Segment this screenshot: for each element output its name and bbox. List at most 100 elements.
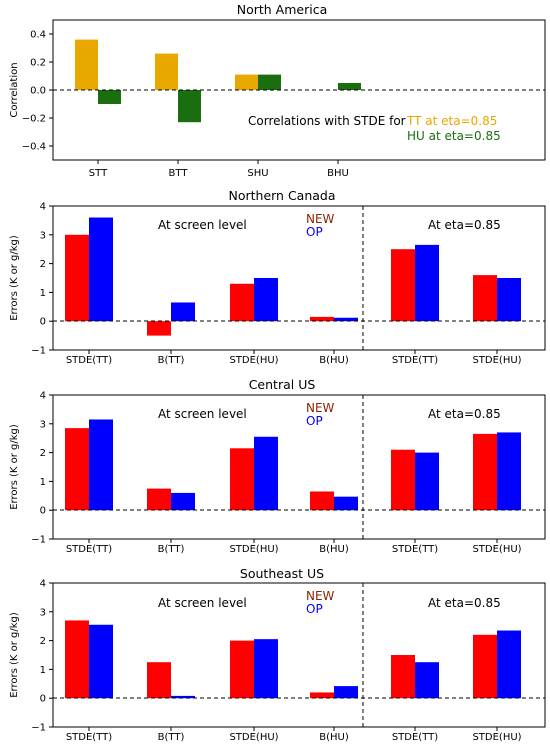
y-ticks: 4 3 2 1 0 −1 bbox=[31, 391, 53, 546]
bar-series-1 bbox=[65, 234, 89, 322]
x-tick-label: STDE(TT) bbox=[392, 355, 438, 366]
x-tick-label: STT bbox=[89, 168, 108, 179]
panel-southeast-us: Southeast US Errors (K or g/kg) 43210−1 … bbox=[9, 566, 546, 743]
bar-series-2 bbox=[89, 624, 113, 699]
y-axis-label: Errors (K or g/kg) bbox=[9, 612, 20, 698]
legend-op: OP bbox=[306, 225, 323, 239]
y-tick-label: 0 bbox=[40, 694, 46, 705]
bar-series-2 bbox=[497, 278, 521, 322]
legend-new: NEW bbox=[306, 589, 335, 603]
x-tick-label: B(TT) bbox=[158, 732, 185, 743]
y-tick-label: 4 bbox=[40, 579, 46, 590]
bars bbox=[75, 39, 361, 123]
y-axis-label: Errors (K or g/kg) bbox=[9, 235, 20, 321]
x-ticks: STDE(TT) B(TT) STDE(HU) B(HU) STDE(TT) STDE(H… bbox=[66, 350, 522, 366]
x-tick-label: STDE(TT) bbox=[392, 544, 438, 555]
bar-series-1 bbox=[147, 662, 171, 699]
bars bbox=[65, 217, 521, 336]
bar-series-2 bbox=[338, 83, 361, 90]
bar-series-2 bbox=[334, 496, 358, 511]
y-axis-label: Correlation bbox=[9, 62, 20, 117]
bar-series-1 bbox=[310, 316, 334, 322]
x-tick-label: B(HU) bbox=[319, 544, 349, 555]
y-tick-label: 2 bbox=[40, 448, 46, 459]
panel-title: Central US bbox=[249, 377, 316, 392]
y-ticks: 4 3 2 1 0 −1 bbox=[31, 202, 53, 357]
panel-northern-canada: Northern Canada Errors (K or g/kg) 4 3 2 1 0… bbox=[9, 188, 546, 366]
y-axis-label: Errors (K or g/kg) bbox=[9, 424, 20, 510]
bar-series-1 bbox=[230, 640, 254, 699]
bar-series-2 bbox=[89, 419, 113, 511]
bar-series-2 bbox=[415, 662, 439, 699]
annotation-text: Correlations with STDE for bbox=[248, 114, 406, 128]
panel-title: Northern Canada bbox=[228, 188, 335, 203]
x-tick-label: STDE(TT) bbox=[66, 355, 112, 366]
x-tick-label: B(TT) bbox=[158, 544, 185, 555]
y-tick-label: −1 bbox=[31, 723, 46, 734]
bar-series-2 bbox=[497, 432, 521, 511]
section-label-screen: At screen level bbox=[158, 596, 247, 610]
legend-hu: HU at eta=0.85 bbox=[407, 129, 501, 143]
x-tick-label: STDE(HU) bbox=[472, 355, 521, 366]
plot-frame bbox=[52, 205, 546, 351]
x-tick-label: STDE(TT) bbox=[66, 544, 112, 555]
section-label-screen: At screen level bbox=[158, 218, 247, 232]
bar-series-2 bbox=[171, 695, 195, 699]
panel-title: North America bbox=[237, 2, 328, 17]
bar-series-2 bbox=[334, 317, 358, 322]
bar-series-2 bbox=[89, 217, 113, 322]
bar-series-1 bbox=[473, 433, 497, 511]
bars bbox=[65, 419, 521, 511]
y-tick-label: 4 bbox=[40, 391, 46, 402]
section-label-eta: At eta=0.85 bbox=[428, 596, 501, 610]
x-tick-label: B(TT) bbox=[158, 355, 185, 366]
x-tick-label: STDE(HU) bbox=[472, 544, 521, 555]
bar-series-1 bbox=[235, 74, 258, 90]
y-tick-label: −1 bbox=[31, 346, 46, 357]
y-tick-label: 0 bbox=[40, 506, 46, 517]
x-tick-label: STDE(TT) bbox=[66, 732, 112, 743]
section-label-eta: At eta=0.85 bbox=[428, 218, 501, 232]
section-label-eta: At eta=0.85 bbox=[428, 407, 501, 421]
y-tick-label: 0.0 bbox=[30, 86, 46, 97]
bar-series-1 bbox=[65, 428, 89, 511]
bar-series-2 bbox=[254, 278, 278, 322]
bar-series-2 bbox=[334, 686, 358, 699]
y-tick-label: 3 bbox=[40, 419, 46, 430]
panel-title: Southeast US bbox=[240, 566, 324, 581]
plot-frame bbox=[52, 582, 546, 728]
bar-series-2 bbox=[497, 630, 521, 699]
y-tick-label: 0 bbox=[40, 317, 46, 328]
bar-series-2 bbox=[171, 492, 195, 511]
bar-series-1 bbox=[65, 620, 89, 699]
bar-series-2 bbox=[178, 90, 201, 123]
y-tick-label: 0.4 bbox=[30, 30, 46, 41]
y-ticks: 0.4 0.2 0.0 −0.2 −0.4 bbox=[22, 30, 53, 153]
x-tick-label: STDE(HU) bbox=[229, 355, 278, 366]
y-tick-label: 1 bbox=[40, 665, 46, 676]
y-tick-label: 2 bbox=[40, 636, 46, 647]
bar-series-1 bbox=[391, 249, 415, 322]
y-tick-label: −0.4 bbox=[22, 142, 46, 153]
bar-series-2 bbox=[415, 244, 439, 322]
x-tick-label: BHU bbox=[327, 168, 349, 179]
bar-series-1 bbox=[147, 321, 171, 336]
bar-series-2 bbox=[254, 436, 278, 511]
x-ticks: STT BTT SHU BHU bbox=[89, 160, 349, 179]
legend-op: OP bbox=[306, 602, 323, 616]
y-tick-label: −1 bbox=[31, 535, 46, 546]
y-tick-label: 4 bbox=[40, 202, 46, 213]
legend-tt: TT at eta=0.85 bbox=[406, 114, 497, 128]
bar-series-1 bbox=[75, 39, 98, 90]
y-tick-label: 3 bbox=[40, 230, 46, 241]
y-tick-label: 3 bbox=[40, 607, 46, 618]
bar-series-1 bbox=[473, 634, 497, 699]
x-tick-label: SHU bbox=[247, 168, 268, 179]
bar-series-1 bbox=[310, 491, 334, 511]
x-tick-label: STDE(TT) bbox=[392, 732, 438, 743]
bar-series-1 bbox=[310, 692, 334, 699]
bar-series-1 bbox=[391, 655, 415, 699]
bar-series-2 bbox=[171, 302, 195, 322]
y-tick-label: 0.2 bbox=[30, 58, 46, 69]
